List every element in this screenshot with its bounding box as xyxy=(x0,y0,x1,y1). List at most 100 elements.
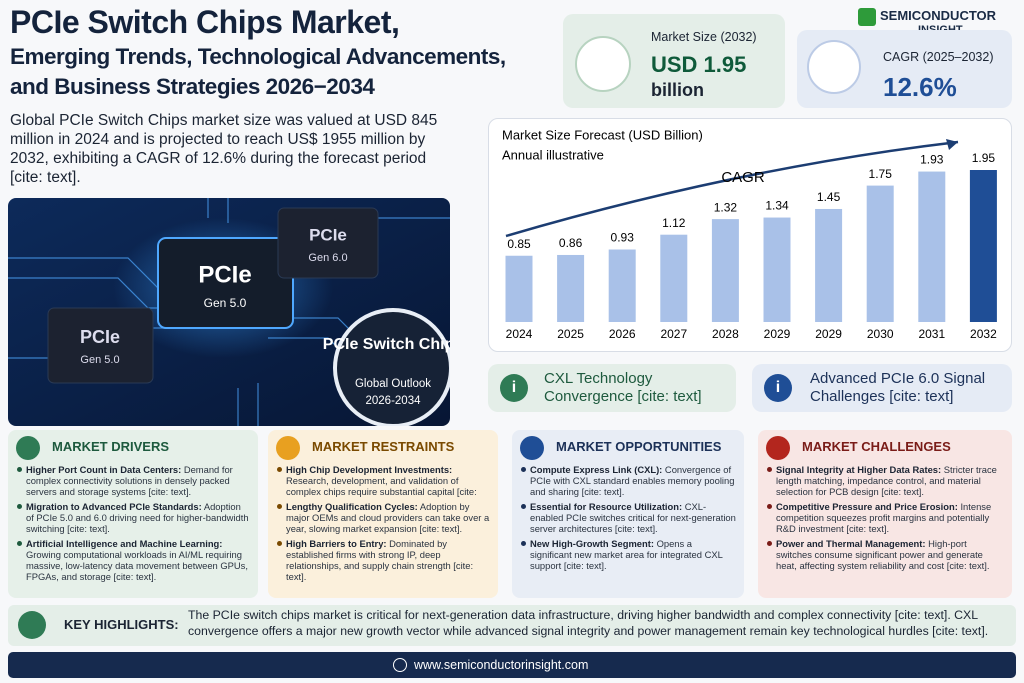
column-title: MARKET DRIVERS xyxy=(52,439,170,454)
chip-body xyxy=(47,307,154,384)
x-tick-label: 2029 xyxy=(815,327,842,341)
item-label: High Barriers to Entry: xyxy=(286,538,387,549)
value-label: 1.93 xyxy=(920,153,944,167)
value-label: 0.85 xyxy=(507,237,531,251)
chart: Market Size Forecast (USD Billion) Annua… xyxy=(502,127,997,341)
item-text: Stricter trace length matching, impedanc… xyxy=(776,464,997,497)
column-item: High Chip Development Investments: Resea… xyxy=(277,464,490,497)
chip-right: PCIe Gen 6.0 xyxy=(277,207,379,279)
column-item: Essential for Resource Utilization: CXL-… xyxy=(521,501,736,534)
item-text: Growing computational workloads in AI/ML… xyxy=(26,549,248,582)
kpi-icon xyxy=(807,40,861,94)
x-tick-label: 2025 xyxy=(557,327,584,341)
chip-illustration: PCIe Gen 5.0 PCIe Gen 5.0 PCIe Gen 6.0 P… xyxy=(8,198,450,426)
bar xyxy=(557,254,585,322)
item-label: Artificial Intelligence and Machine Lear… xyxy=(26,538,223,549)
item-text: High-port switches consume significant p… xyxy=(776,538,990,571)
highlight-label: KEY HIGHLIGHTS: xyxy=(64,617,179,632)
info-icon: i xyxy=(764,374,792,402)
item-text: CXL-enabled PCIe switches critical for n… xyxy=(530,501,736,534)
chip-body xyxy=(277,207,379,279)
item-text: Intense competition squeezes profit marg… xyxy=(776,501,992,534)
highlight-icon xyxy=(18,611,46,639)
chart-title: Market Size Forecast (USD Billion) xyxy=(502,127,703,142)
badge-subtitle: Global Outlook xyxy=(355,378,431,390)
chip-left: PCIe Gen 5.0 xyxy=(47,307,154,384)
trend-arrow xyxy=(505,140,959,238)
info-icon: i xyxy=(500,374,528,402)
item-label: Migration to Advanced PCIe Standards: xyxy=(26,501,202,512)
value-label: 1.75 xyxy=(869,167,893,181)
bar xyxy=(505,255,533,322)
note-card: i Advanced PCIe 6.0 Signal Challenges [c… xyxy=(752,364,1012,412)
bar xyxy=(763,217,791,322)
column-title: MARKET OPPORTUNITIES xyxy=(556,439,722,454)
value-label: 1.32 xyxy=(714,200,738,214)
title-line: PCIe Switch Chips Market, xyxy=(10,4,400,40)
chart-annotation: CAGR xyxy=(721,169,765,186)
logo-icon xyxy=(858,8,876,26)
highlight-text: The PCIe switch chips market is critical… xyxy=(188,608,989,638)
kpi-value: 12.6% xyxy=(883,72,957,102)
x-tick-label: 2024 xyxy=(506,327,533,341)
column-icon xyxy=(16,436,40,460)
x-tick-label: 2029 xyxy=(764,327,791,341)
bar xyxy=(866,185,894,322)
category-column: MARKET CHALLENGES Signal Integrity at Hig… xyxy=(758,430,1012,598)
note-text: CXL Technology Convergence [cite: text] xyxy=(544,370,702,405)
category-column: MARKET OPPORTUNITIES Compute Express Link… xyxy=(512,430,744,598)
item-label: High Chip Development Investments: xyxy=(286,464,453,475)
x-tick-label: 2031 xyxy=(918,327,945,341)
item-text: Adoption of PCIe 5.0 and 6.0 driving nee… xyxy=(26,501,249,534)
column-icon xyxy=(276,436,300,460)
item-label: Higher Port Count in Data Centers: xyxy=(26,464,182,475)
item-label: Essential for Resource Utilization: xyxy=(530,501,683,512)
bar xyxy=(918,171,946,322)
chip-sublabel: Gen 6.0 xyxy=(308,252,347,264)
item-label: Competitive Pressure and Price Erosion: xyxy=(776,501,958,512)
badge-title-text: PCIe Switch Chips xyxy=(323,336,450,353)
bar xyxy=(815,208,843,322)
footer-url: www.semiconductorinsight.com xyxy=(414,658,589,672)
footer: www.semiconductorinsight.com xyxy=(8,652,1016,678)
globe-icon xyxy=(393,658,407,672)
item-text: Demand for complex connectivity solution… xyxy=(26,464,233,497)
category-column: MARKET DRIVERS Higher Port Count in Data … xyxy=(8,430,258,598)
chip-body xyxy=(157,237,294,329)
kpi-unit: billion xyxy=(651,80,704,100)
badge: PCIe Switch Chips Global Outlook 2026-20… xyxy=(323,308,450,426)
column-item: Signal Integrity at Higher Data Rates: S… xyxy=(767,464,1004,497)
chip-label: PCIe xyxy=(198,261,251,288)
item-text: Opens a significant new market area for … xyxy=(530,538,723,571)
column-title: MARKET RESTRAINTS xyxy=(312,439,455,454)
chip-sublabel: Gen 5.0 xyxy=(80,354,119,366)
badge-circle xyxy=(333,308,450,426)
badge-years: 2026-2034 xyxy=(366,395,422,407)
column-item: Compute Express Link (CXL): Convergence … xyxy=(521,464,736,497)
category-column: MARKET RESTRAINTS High Chip Development I… xyxy=(268,430,498,598)
x-tick-label: 2032 xyxy=(970,327,997,341)
summary: Global PCIe Switch Chips market size was… xyxy=(10,112,438,186)
logo-line: SEMICONDUCTOR xyxy=(880,8,997,23)
value-label: 0.86 xyxy=(559,236,583,250)
value-label: 0.93 xyxy=(611,231,635,245)
kpi-card: CAGR (2025–2032) 12.6% xyxy=(797,30,1012,108)
bar xyxy=(969,170,997,322)
kpi-label: Market Size (2032) xyxy=(651,30,757,44)
chip-label: PCIe xyxy=(80,327,120,347)
item-label: Power and Thermal Management: xyxy=(776,538,926,549)
item-label: Signal Integrity at Higher Data Rates: xyxy=(776,464,942,475)
item-text: Dominated by established firms with stro… xyxy=(286,538,474,582)
value-label: 1.12 xyxy=(662,216,686,230)
title-line: and Business Strategies 2026−2034 xyxy=(10,74,375,99)
x-tick-label: 2026 xyxy=(609,327,636,341)
highlights: KEY HIGHLIGHTS: The PCIe switch chips ma… xyxy=(8,605,1016,646)
chart-subtitle: Annual illustrative xyxy=(502,147,604,162)
column-item: High Barriers to Entry: Dominated by est… xyxy=(277,538,490,582)
value-label: 1.95 xyxy=(972,151,996,165)
kpi-icon xyxy=(575,36,631,92)
x-tick-label: 2027 xyxy=(660,327,687,341)
column-icon xyxy=(520,436,544,460)
column-item: Higher Port Count in Data Centers: Deman… xyxy=(17,464,250,497)
item-label: Compute Express Link (CXL): xyxy=(530,464,663,475)
